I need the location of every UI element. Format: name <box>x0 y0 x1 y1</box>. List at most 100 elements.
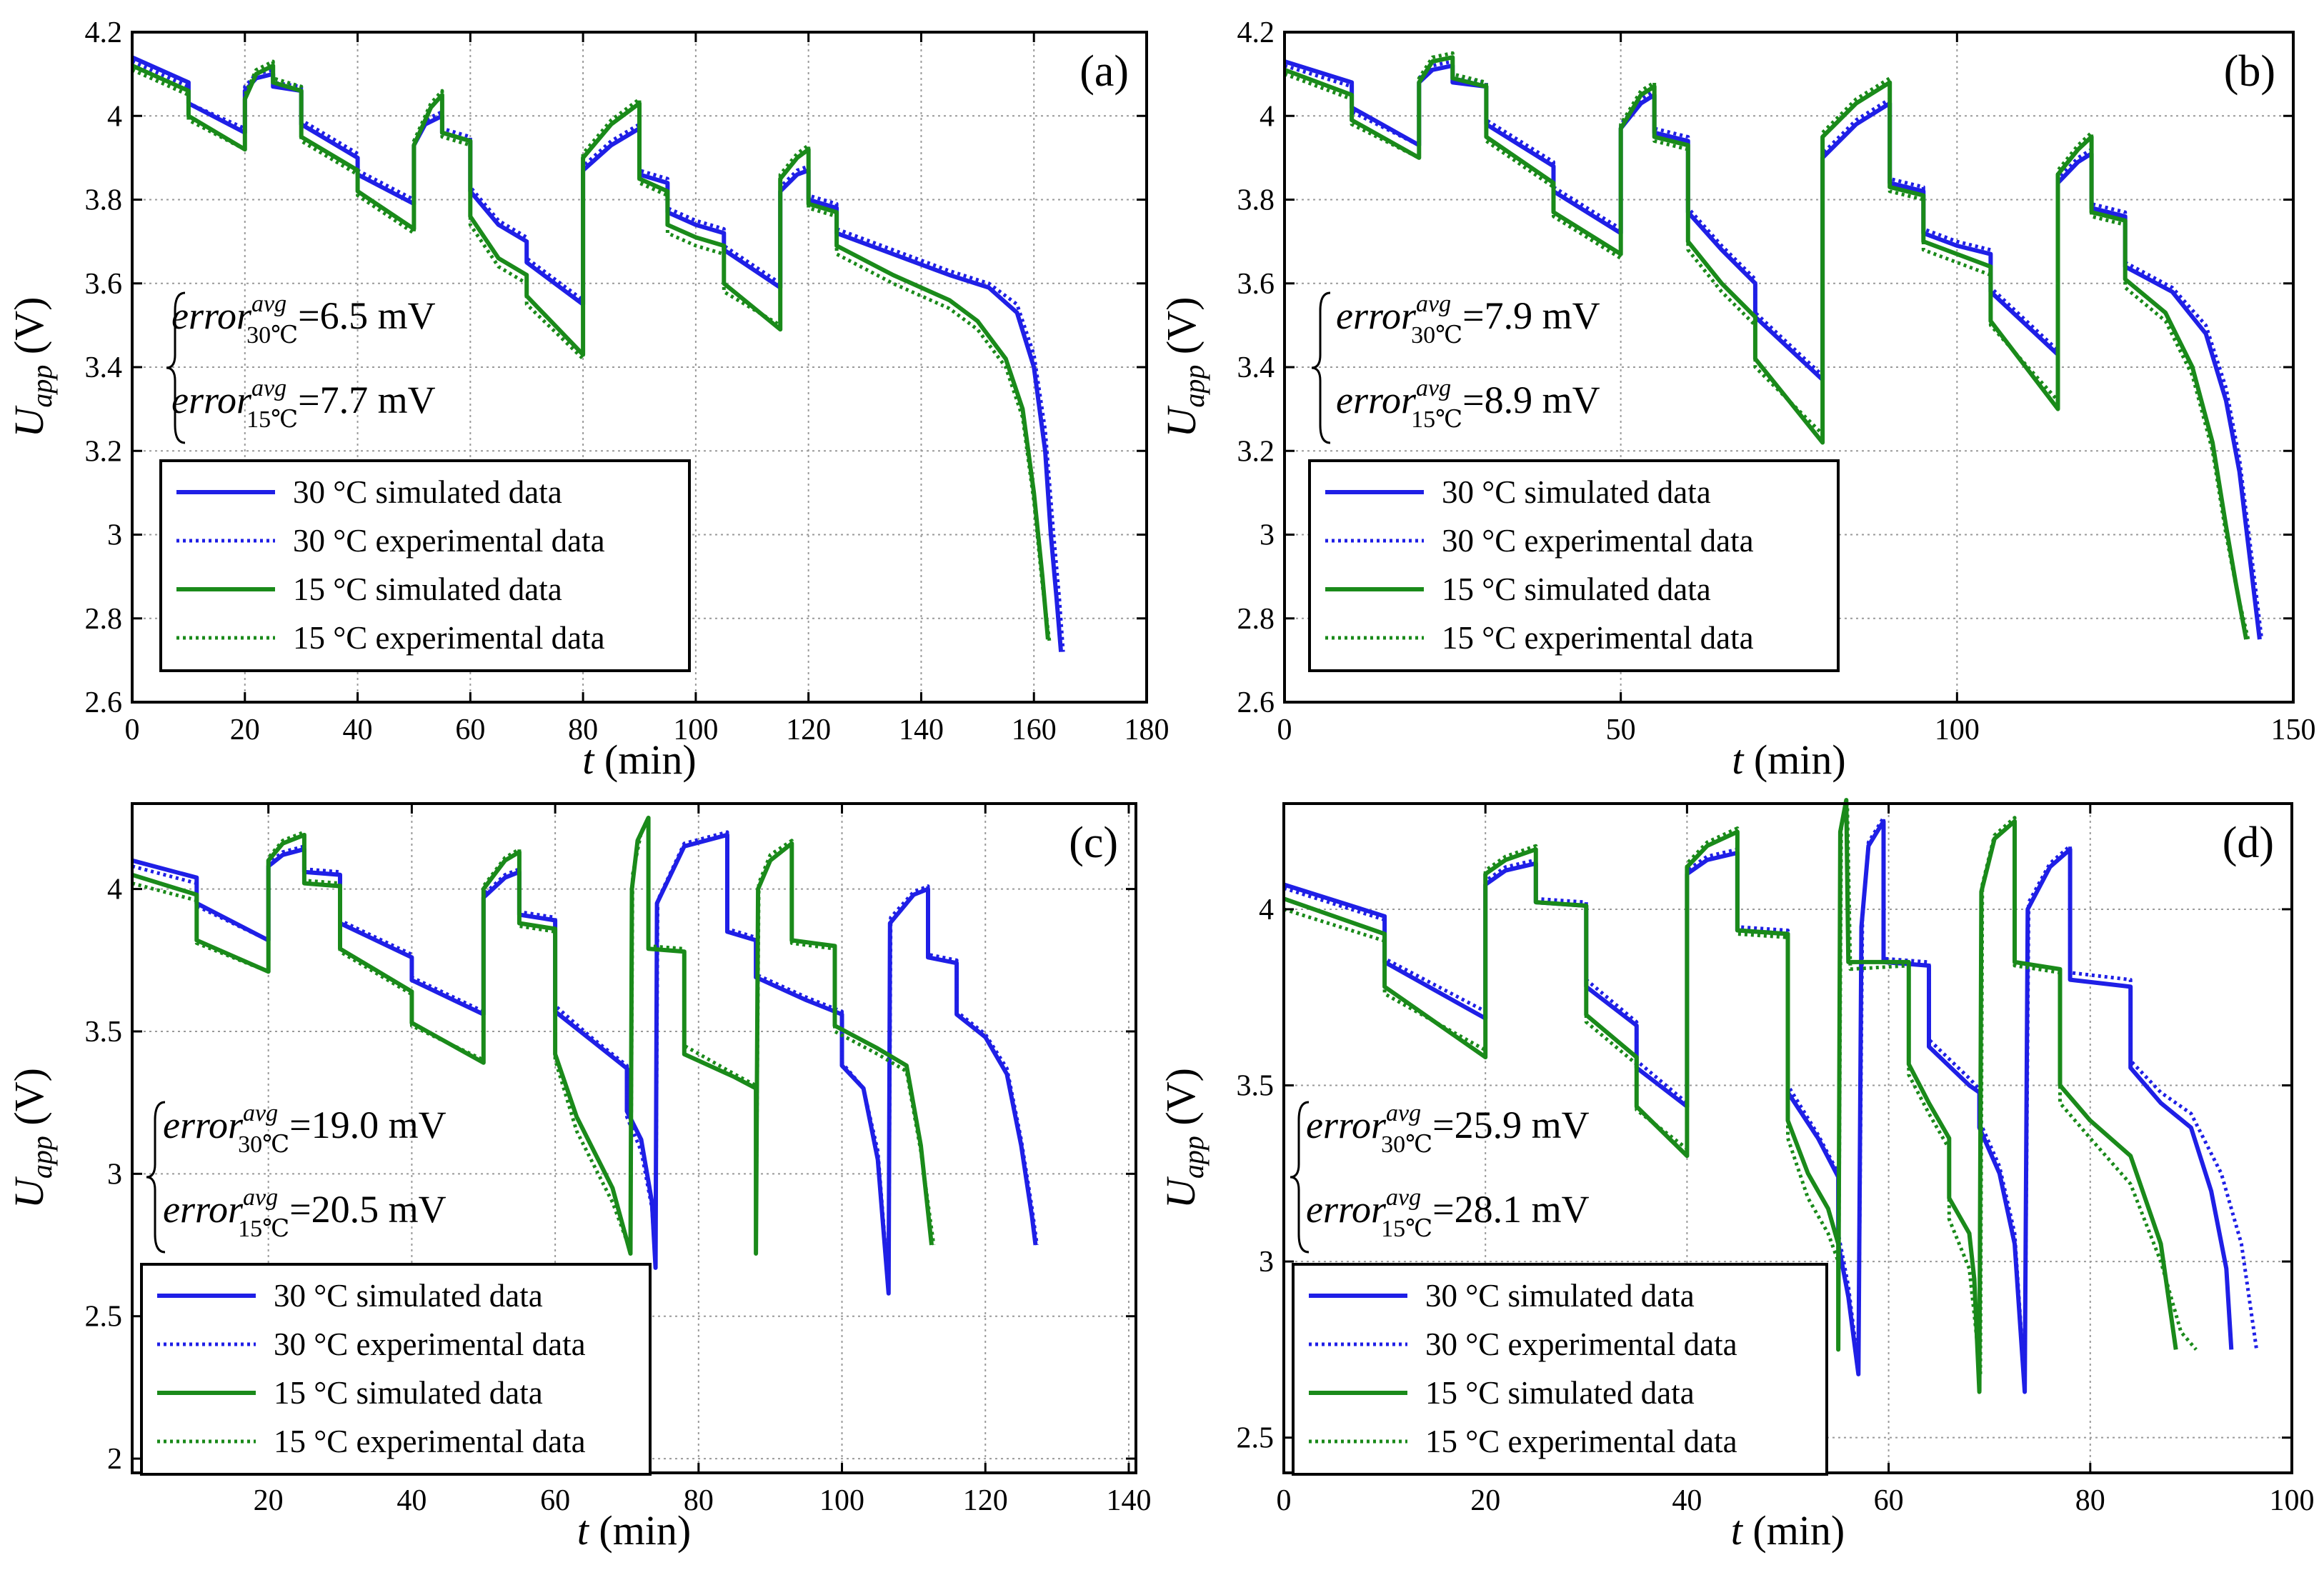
error-annotation: erroravg 15℃=7.7 mV <box>171 375 436 433</box>
y-tick-label: 3.5 <box>1237 1070 1275 1103</box>
legend: 30 °C simulated data 30 °C experimental d… <box>1308 459 1840 672</box>
error-subscript: 30℃ <box>1411 322 1462 349</box>
legend-label: 30 °C simulated data <box>293 474 562 510</box>
error-value: =7.7 mV <box>298 379 435 421</box>
error-value: =20.5 mV <box>289 1188 446 1231</box>
brace-icon <box>1290 1101 1310 1254</box>
y-axis-subscript: app <box>1177 1136 1210 1179</box>
error-subscript: 30℃ <box>238 1131 289 1158</box>
error-word: error <box>163 1104 244 1146</box>
x-tick-label: 100 <box>819 1484 864 1517</box>
y-axis-unit: (V) <box>6 1068 52 1136</box>
y-tick-label: 2.6 <box>1237 686 1275 719</box>
series-line-4 <box>1284 51 2250 640</box>
y-tick-label: 2.6 <box>85 686 123 719</box>
y-tick-label: 3.5 <box>85 1016 123 1049</box>
x-tick-label: 140 <box>899 714 944 746</box>
y-tick-label: 2.8 <box>1237 603 1275 636</box>
error-superscript: avg <box>1416 291 1451 317</box>
y-axis-title: Uapp (V) <box>6 297 58 438</box>
y-tick-label: 3.2 <box>1237 435 1275 468</box>
x-axis-unit: (min) <box>594 736 696 783</box>
series-line-3 <box>131 63 1050 640</box>
legend-box <box>140 1263 652 1476</box>
error-superscript: avg <box>251 291 286 317</box>
y-axis-subscript: app <box>26 365 58 408</box>
error-subscript: 15℃ <box>1381 1216 1432 1242</box>
y-axis-variable: U <box>1158 404 1205 437</box>
x-tick-label: 100 <box>2270 1484 2315 1517</box>
error-annotation: erroravg 15℃=28.1 mV <box>1306 1184 1590 1242</box>
legend-label: 15 °C simulated data <box>1442 571 1711 607</box>
error-annotation: erroravg 15℃=8.9 mV <box>1336 375 1600 433</box>
y-tick-label: 2 <box>107 1443 122 1476</box>
panel-label: (a) <box>1079 47 1129 96</box>
x-tick-label: 50 <box>1606 714 1636 746</box>
x-tick-label: 120 <box>963 1484 1008 1517</box>
x-tick-label: 40 <box>343 714 373 746</box>
x-tick-label: 60 <box>1874 1484 1904 1517</box>
error-annotation: erroravg 30℃=7.9 mV <box>1336 291 1600 349</box>
error-subscript: 30℃ <box>1381 1131 1432 1158</box>
y-tick-label: 3.4 <box>1237 351 1275 384</box>
x-tick-label: 20 <box>1470 1484 1500 1517</box>
x-tick-label: 20 <box>230 714 260 746</box>
x-tick-label: 60 <box>455 714 485 746</box>
y-tick-label: 4.2 <box>85 16 123 49</box>
y-axis-subscript: app <box>1178 365 1210 408</box>
legend-label: 30 °C experimental data <box>293 523 605 559</box>
series-line-4 <box>131 59 1052 644</box>
error-word: error <box>171 379 252 421</box>
panel-d: 0 20 40 60 80 100 2.5 3 3.5 4 t (min) Uapp (V) (d) er… <box>1157 798 2315 1554</box>
x-tick-label: 80 <box>684 1484 714 1517</box>
legend-box <box>1308 459 1840 672</box>
panel-label: (b) <box>2224 47 2275 96</box>
x-axis-variable: t <box>582 736 595 783</box>
error-superscript: avg <box>251 375 286 401</box>
y-axis-unit: (V) <box>6 297 52 365</box>
legend-label: 15 °C experimental data <box>274 1424 586 1459</box>
y-tick-label: 2.5 <box>1237 1422 1275 1455</box>
error-subscript: 15℃ <box>238 1216 289 1242</box>
y-tick-label: 4 <box>1260 100 1275 133</box>
x-tick-label: 0 <box>1277 714 1292 746</box>
legend-label: 30 °C simulated data <box>274 1278 543 1314</box>
legend-label: 15 °C simulated data <box>274 1375 543 1411</box>
x-tick-label: 0 <box>1277 1484 1292 1517</box>
legend-label: 30 °C experimental data <box>1425 1326 1737 1362</box>
x-tick-label: 40 <box>1672 1484 1702 1517</box>
brace-icon <box>146 1101 166 1254</box>
brace-icon <box>166 291 186 444</box>
y-axis-title: Uapp (V) <box>1158 297 1210 438</box>
y-tick-label: 3 <box>1259 1246 1274 1279</box>
x-tick-label: 40 <box>397 1484 427 1517</box>
y-tick-label: 4.2 <box>1237 16 1275 49</box>
x-axis-title: t (min) <box>582 736 696 783</box>
error-word: error <box>163 1188 244 1231</box>
legend-label: 15 °C simulated data <box>1425 1375 1695 1411</box>
legend-label: 15 °C experimental data <box>1442 620 1754 656</box>
legend-label: 30 °C experimental data <box>1442 523 1754 559</box>
brace-icon <box>1311 291 1331 444</box>
series-line-2 <box>1283 816 2259 1387</box>
legend-label: 30 °C simulated data <box>1442 474 1711 510</box>
y-axis-subscript: app <box>26 1136 58 1179</box>
error-value: =8.9 mV <box>1462 379 1600 421</box>
panel-c: 20 40 60 80 100 120 140 2 2.5 3 3.5 4 t (min) Uapp (V… <box>6 802 1151 1554</box>
x-axis-title: t (min) <box>1732 736 1845 783</box>
error-word: error <box>1336 379 1417 421</box>
legend-label: 30 °C simulated data <box>1425 1278 1695 1314</box>
legend-label: 15 °C experimental data <box>1425 1424 1737 1459</box>
y-tick-label: 4 <box>1259 894 1274 926</box>
error-annotation: erroravg 30℃=19.0 mV <box>163 1100 447 1158</box>
x-axis-unit: (min) <box>1742 1507 1845 1554</box>
x-tick-label: 150 <box>2271 714 2316 746</box>
y-axis-variable: U <box>1157 1176 1204 1209</box>
error-word: error <box>1306 1104 1387 1146</box>
panel-b: 0 50 100 150 2.6 2.8 3 3.2 3.4 3.6 3.8 4 4.2 t (min) U… <box>1158 16 2316 783</box>
x-tick-label: 140 <box>1106 1484 1151 1517</box>
y-tick-label: 3.6 <box>85 268 123 301</box>
legend-label: 30 °C experimental data <box>274 1326 586 1362</box>
panel-label: (c) <box>1069 819 1118 867</box>
x-tick-label: 180 <box>1124 714 1170 746</box>
